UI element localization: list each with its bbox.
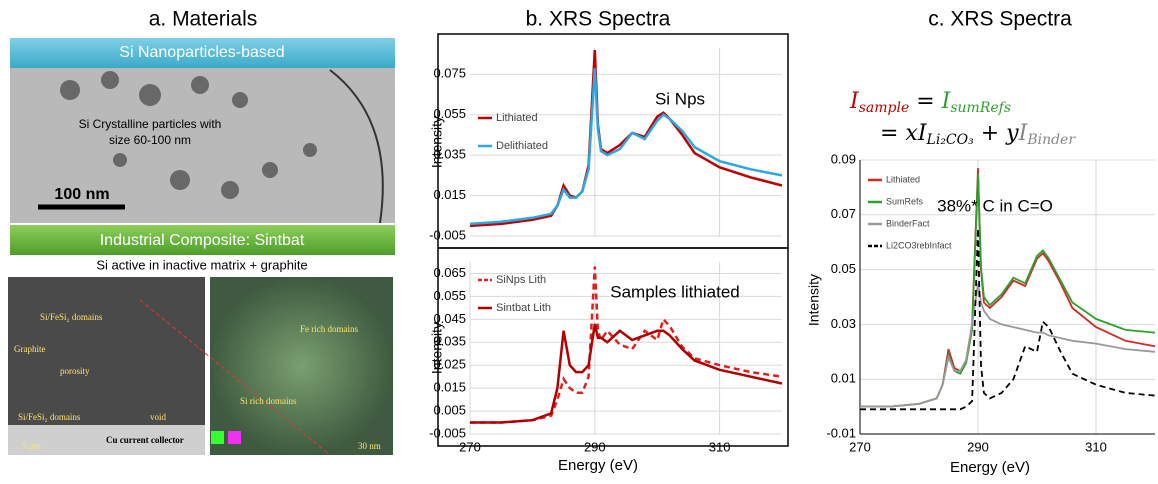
eds-map xyxy=(210,277,393,455)
legend-swatch xyxy=(228,431,241,444)
tem-caption: Si Crystalline particles with size 60-100… xyxy=(79,117,222,147)
image-label: Fe rich domains xyxy=(300,324,358,334)
y-tick-label: -0.005 xyxy=(429,227,466,242)
y-tick-label: -0.01 xyxy=(826,425,856,440)
caption: Si active in inactive matrix + graphite xyxy=(96,257,307,272)
image-label: 30 nm xyxy=(358,441,381,451)
equation-term: I xyxy=(1018,121,1029,146)
banner-text: Si Nanoparticles-based xyxy=(119,44,284,61)
series-line xyxy=(469,49,783,228)
legend-label: SiNps Lith xyxy=(496,274,546,286)
plot-frame xyxy=(437,33,789,249)
legend-label: Delithiated xyxy=(496,140,548,152)
equation-term: I xyxy=(941,89,952,114)
equation-subscript: Li₂CO₃ xyxy=(926,132,975,148)
series-line xyxy=(470,266,783,424)
y-tick-label: 0.055 xyxy=(433,106,466,121)
y-axis-label: Intensity xyxy=(429,322,445,374)
image-label: porosity xyxy=(60,366,90,376)
image-label: Si/FeSi₂ domains xyxy=(18,412,81,422)
x-tick-label: 270 xyxy=(849,439,871,454)
series-line xyxy=(860,228,1156,411)
scale-bar-label: 100 nm xyxy=(54,186,109,203)
y-axis-label: Intensity xyxy=(429,116,445,168)
x-axis-label: Energy (eV) xyxy=(558,457,638,474)
x-tick-label: 270 xyxy=(459,439,481,454)
collector xyxy=(8,425,205,455)
legend-label: Li2CO3rebInfact xyxy=(886,240,952,250)
y-tick-label: -0.005 xyxy=(429,425,466,440)
y-tick-label: 0.03 xyxy=(831,316,856,331)
banner-text: Industrial Composite: Sintbat xyxy=(100,232,305,249)
equation-term: I xyxy=(849,89,860,114)
y-tick-label: 0.025 xyxy=(433,357,466,372)
image-label: Si rich domains xyxy=(240,396,297,406)
y-tick-label: 0.015 xyxy=(433,380,466,395)
y-tick-label: 0.05 xyxy=(831,261,856,276)
legend-label: Lithiated xyxy=(496,112,538,124)
equation-subscript: sumRefs xyxy=(950,100,1011,116)
y-tick-label: 0.01 xyxy=(831,371,856,386)
y-tick-label: 0.035 xyxy=(433,334,466,349)
y-tick-label: 0.09 xyxy=(831,151,856,166)
equation-term: = x xyxy=(880,121,918,146)
legend-label: SumRefs xyxy=(886,196,924,206)
y-tick-label: 0.065 xyxy=(433,265,466,280)
series-line xyxy=(469,68,783,226)
equation-term: I xyxy=(917,121,928,146)
equation-term: = xyxy=(909,89,941,114)
legend-swatch xyxy=(211,431,224,444)
y-tick-label: 0.015 xyxy=(433,187,466,202)
panel-title: a. Materials xyxy=(149,8,258,31)
equation-subscript: Binder xyxy=(1026,132,1076,148)
banner xyxy=(10,38,395,68)
x-tick-label: 310 xyxy=(709,439,731,454)
image-label: 5 µm xyxy=(22,441,41,451)
image-label: Si/FeSi₂ domains xyxy=(40,312,103,322)
annotation: Si Nps xyxy=(655,89,705,108)
plot-frame xyxy=(437,247,789,447)
y-tick-label: 0.075 xyxy=(433,66,466,81)
series-line xyxy=(860,283,1156,408)
banner xyxy=(10,225,395,255)
image-label: Cu current collector xyxy=(106,435,184,445)
series-line xyxy=(470,323,783,424)
particles xyxy=(60,71,317,199)
panel-title: c. XRS Spectra xyxy=(928,8,1072,31)
sem-labels: Si/FeSi₂ domains Graphite porosity Si/FeSi₂… xyxy=(14,312,381,451)
x-tick-label: 290 xyxy=(967,439,989,454)
annotation: Samples lithiated xyxy=(610,282,739,301)
equation-term: + y xyxy=(974,121,1019,146)
y-tick-label: 0.045 xyxy=(433,311,466,326)
x-tick-label: 290 xyxy=(584,439,606,454)
annotation: 38%* C in C=O xyxy=(937,196,1053,215)
image-label: Graphite xyxy=(14,344,46,354)
y-tick-label: 0.005 xyxy=(433,403,466,418)
legend-label: Sintbat Lith xyxy=(496,302,551,314)
x-tick-label: 310 xyxy=(1085,439,1107,454)
legend-label: Lithiated xyxy=(886,174,920,184)
y-axis-label: Intensity xyxy=(806,274,822,326)
y-tick-label: 0.035 xyxy=(433,147,466,162)
y-tick-label: 0.055 xyxy=(433,288,466,303)
image-label: void xyxy=(150,412,167,422)
equation: = xILi₂CO₃​ + yIBinder​ xyxy=(880,121,1076,148)
x-axis-label: Energy (eV) xyxy=(950,459,1030,476)
equation: Isample​ = IsumRefs​ xyxy=(849,89,1011,116)
panel-title: b. XRS Spectra xyxy=(526,8,671,31)
legend-label: BinderFact xyxy=(886,218,930,228)
equation-subscript: sample xyxy=(859,100,910,116)
y-tick-label: 0.07 xyxy=(831,206,856,221)
